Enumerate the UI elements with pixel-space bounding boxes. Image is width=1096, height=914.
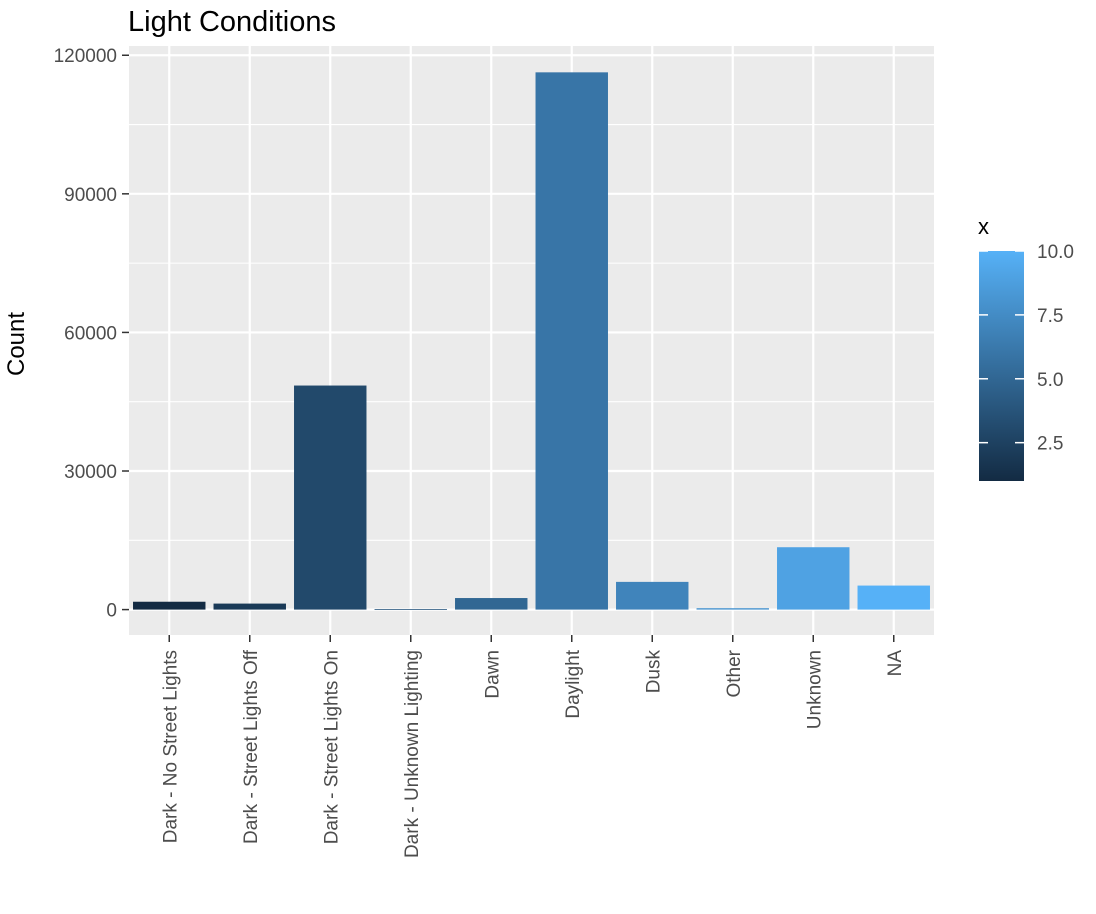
legend-colorbar [979, 251, 1024, 481]
y-tick-label: 120000 [54, 46, 117, 67]
y-axis-title: Count [3, 312, 30, 376]
legend-title: x [978, 214, 989, 239]
x-tick-label: Daylight [563, 649, 584, 718]
bar-8 [696, 608, 769, 610]
bar-1 [133, 601, 206, 610]
x-tick-label: Other [724, 649, 745, 697]
x-tick-label: Dawn [482, 650, 503, 699]
bar-5 [455, 598, 528, 610]
bar-7 [616, 581, 689, 610]
x-tick-label: Dark - Street Lights Off [241, 649, 262, 844]
legend-tick-label: 2.5 [1037, 434, 1063, 455]
y-tick-label: 0 [106, 601, 117, 622]
bar-9 [777, 547, 850, 610]
bar-4 [374, 609, 447, 610]
y-axis: 0 30000 60000 90000 120000 [54, 46, 129, 622]
x-tick-label: Dusk [643, 650, 664, 694]
x-tick-label: Dark - No Street Lights [160, 650, 181, 843]
y-tick-label: 30000 [64, 462, 117, 483]
bar-6 [535, 72, 608, 610]
bar-3 [294, 385, 367, 610]
x-tick-label: Unknown [804, 650, 825, 729]
legend-tick-label: 7.5 [1037, 306, 1063, 327]
y-tick-label: 60000 [64, 323, 117, 344]
plot-panel [129, 46, 934, 635]
legend-tick-label: 10.0 [1037, 242, 1074, 263]
x-tick-label: Dark - Street Lights On [321, 650, 342, 844]
x-tick-label: NA [885, 650, 906, 677]
y-tick-label: 90000 [64, 185, 117, 206]
bar-10 [857, 585, 930, 610]
chart-title: Light Conditions [128, 6, 336, 38]
bar-2 [213, 603, 286, 610]
x-axis: Dark - No Street Lights Dark - Street Lig… [160, 635, 906, 858]
legend-tick-label: 5.0 [1037, 370, 1063, 391]
legend: x 2.5 5.0 7.5 10.0 [978, 214, 1074, 481]
bars [133, 72, 930, 610]
x-tick-label: Dark - Unknown Lighting [402, 650, 423, 858]
